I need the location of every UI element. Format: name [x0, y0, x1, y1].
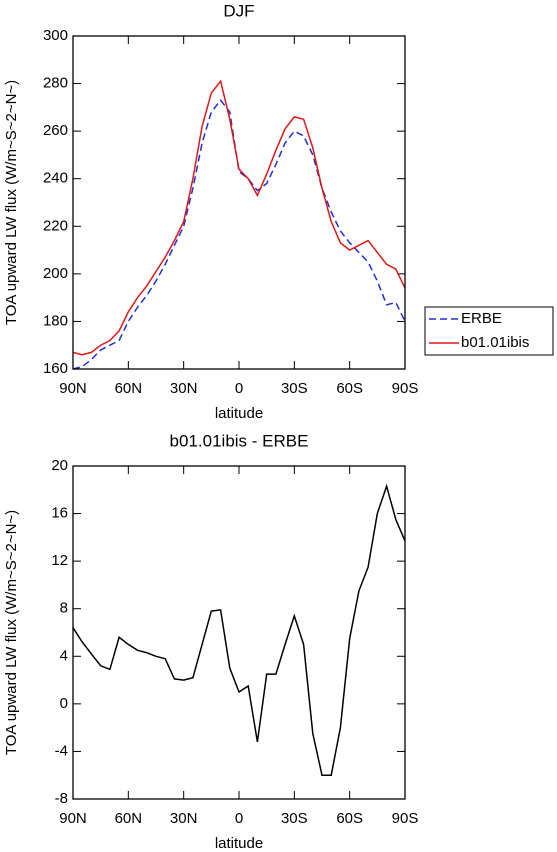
x-tick-label: 30S	[281, 380, 308, 397]
y-tick-label: 160	[43, 360, 68, 377]
x-tick-label: 90N	[59, 380, 87, 397]
legend-label: b01.01ibis	[461, 334, 529, 351]
data-line	[72, 98, 406, 370]
y-tick-label: -4	[55, 742, 68, 759]
y-tick-label: -8	[55, 790, 68, 807]
y-tick-label: 280	[43, 75, 68, 92]
y-tick-label: 300	[43, 27, 68, 44]
data-line	[72, 79, 406, 356]
x-tick-label: 0	[235, 380, 243, 397]
y-axis-label: TOA upward LW flux (W/m~S~2~N~)	[3, 510, 20, 755]
y-tick-label: 20	[51, 457, 68, 474]
y-tick-label: 12	[51, 552, 68, 569]
y-tick-label: 16	[51, 505, 68, 522]
legend-label: ERBE	[461, 310, 502, 327]
y-tick-label: 240	[43, 170, 68, 187]
x-axis-label: latitude	[215, 835, 263, 852]
x-tick-label: 60N	[115, 380, 143, 397]
x-tick-label: 60N	[115, 810, 143, 827]
x-tick-label: 90S	[392, 380, 419, 397]
y-tick-label: 0	[60, 695, 68, 712]
chart-title: b01.01ibis - ERBE	[170, 431, 309, 450]
x-tick-label: 60S	[336, 810, 363, 827]
legend-box	[424, 306, 554, 356]
y-tick-label: 260	[43, 122, 68, 139]
x-tick-label: 30N	[170, 380, 198, 397]
x-tick-label: 90N	[59, 810, 87, 827]
y-tick-label: 180	[43, 312, 68, 329]
y-tick-label: 220	[43, 217, 68, 234]
x-tick-label: 0	[235, 810, 243, 827]
plot-frame	[72, 35, 406, 370]
y-tick-label: 200	[43, 265, 68, 282]
x-tick-label: 30S	[281, 810, 308, 827]
chart-title: DJF	[223, 1, 254, 20]
y-tick-label: 8	[60, 600, 68, 617]
x-tick-label: 60S	[336, 380, 363, 397]
plot-frame	[72, 465, 406, 800]
x-tick-label: 30N	[170, 810, 198, 827]
y-tick-label: 4	[60, 647, 68, 664]
x-axis-label: latitude	[215, 405, 263, 422]
x-tick-label: 90S	[392, 810, 419, 827]
y-axis-label: TOA upward LW flux (W/m~S~2~N~)	[3, 80, 20, 325]
data-line	[72, 483, 406, 776]
